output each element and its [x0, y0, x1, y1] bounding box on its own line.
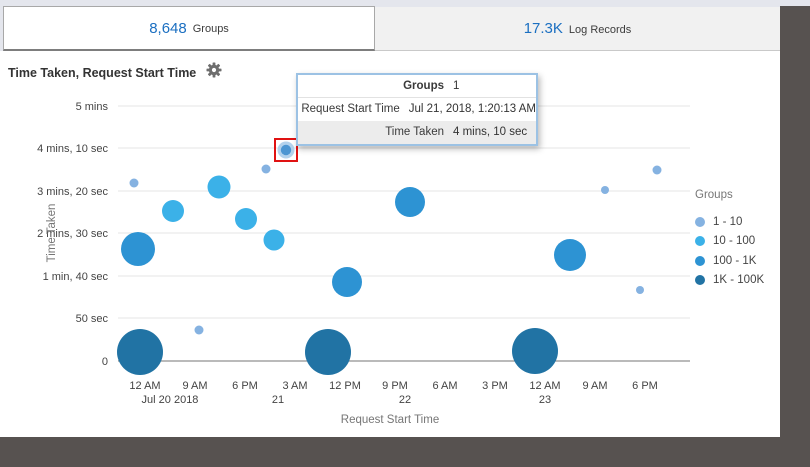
legend-item-label: 1 - 10 — [713, 215, 743, 228]
x-tick-label: 6 AM — [432, 380, 457, 392]
legend-item-label: 10 - 100 — [713, 235, 756, 248]
bubble[interactable] — [636, 286, 644, 294]
y-tick-label: 4 mins, 10 sec — [37, 143, 108, 155]
bubble[interactable] — [395, 187, 425, 217]
x-tick-label: 12 PM — [329, 380, 361, 392]
legend-item-label: 100 - 1K — [713, 254, 757, 267]
y-axis-title: Time Taken — [46, 204, 58, 263]
legend-items: 1 - 10 10 - 100 100 - 1K 1K - 100K — [695, 212, 764, 290]
x-tick-label: 12 AM — [529, 380, 560, 392]
x-day-label: 21 — [272, 394, 284, 406]
legend-item[interactable]: 10 - 100 — [695, 232, 764, 252]
x-tick-label: 9 PM — [382, 380, 408, 392]
groups-count: 8,648 — [149, 19, 187, 37]
legend-dot-icon — [695, 216, 705, 227]
bubble[interactable] — [512, 328, 558, 374]
bubble[interactable] — [305, 329, 351, 375]
bubble[interactable] — [235, 208, 257, 230]
x-tick-label: 3 AM — [282, 380, 307, 392]
x-tick-label: 9 AM — [182, 380, 207, 392]
y-tick-label: 1 min, 40 sec — [43, 271, 109, 283]
tooltip-value: Jul 21, 2018, 1:20:13 AM — [408, 103, 536, 115]
tooltip-row: Time Taken 4 mins, 10 sec — [298, 121, 536, 144]
bubble[interactable] — [554, 239, 586, 271]
legend-item-label: 1K - 100K — [713, 274, 765, 287]
x-axis-title: Request Start Time — [341, 414, 439, 426]
dashboard-window: 8,648 Groups 17.3K Log Records Time Take… — [0, 0, 780, 437]
bubble[interactable] — [117, 329, 163, 375]
tooltip-value: 1 — [453, 80, 460, 92]
tooltip: Groups 1 Request Start Time Jul 21, 2018, 1… — [296, 73, 538, 146]
bubble[interactable] — [121, 232, 155, 266]
legend-item[interactable]: 1 - 10 — [695, 212, 764, 232]
tooltip-label: Time Taken — [385, 126, 444, 138]
legend-dot-icon — [695, 236, 705, 247]
tooltip-label: Request Start Time — [301, 103, 400, 115]
bubble[interactable] — [261, 164, 271, 174]
bubble[interactable] — [129, 178, 139, 188]
legend-item[interactable]: 1K - 100K — [695, 271, 764, 291]
tab-groups[interactable]: 8,648 Groups — [3, 6, 375, 51]
legend-dot-icon — [695, 275, 705, 286]
x-tick-label: 12 AM — [129, 380, 160, 392]
x-day-label: Jul 20 2018 — [142, 394, 199, 406]
bubble-chart: 5 mins 4 mins, 10 sec 3 mins, 20 sec 2 mins… — [37, 101, 690, 426]
x-tick-label: 6 PM — [232, 380, 258, 392]
bubble[interactable] — [194, 325, 204, 335]
y-tick-label: 2 mins, 30 sec — [37, 228, 108, 240]
bubble[interactable] — [207, 175, 231, 199]
y-tick-label: 50 sec — [76, 313, 109, 325]
legend-dot-icon — [695, 255, 705, 266]
bubble[interactable] — [601, 186, 609, 194]
tooltip-value: 4 mins, 10 sec — [453, 126, 528, 138]
bubble[interactable] — [162, 200, 184, 222]
chart-title: Time Taken, Request Start Time — [8, 65, 197, 80]
tab-bar: 8,648 Groups 17.3K Log Records — [0, 0, 780, 51]
x-tick-label: 3 PM — [482, 380, 508, 392]
bubble[interactable] — [652, 165, 662, 175]
gear-icon[interactable] — [206, 62, 222, 83]
x-tick-label: 6 PM — [632, 380, 658, 392]
log-records-tab-label: Log Records — [568, 23, 632, 36]
log-records-count: 17.3K — [523, 20, 563, 37]
tooltip-label: Groups — [403, 80, 444, 92]
chart-legend: Groups 1 - 10 10 - 100 100 - 1K 1K - 100K — [695, 189, 764, 290]
legend-item[interactable]: 100 - 1K — [695, 251, 764, 271]
x-day-label: 22 — [399, 394, 411, 406]
y-tick-label: 0 — [102, 356, 108, 368]
chart-header: Time Taken, Request Start Time — [8, 62, 222, 83]
x-day-label: 23 — [539, 394, 551, 406]
tooltip-row: Request Start Time Jul 21, 2018, 1:20:13 … — [298, 98, 536, 121]
selection-highlight-box — [274, 138, 298, 162]
y-tick-label: 5 mins — [76, 101, 109, 113]
tab-log-records[interactable]: 17.3K Log Records — [375, 7, 780, 51]
tooltip-row: Groups 1 — [298, 75, 536, 98]
x-tick-label: 9 AM — [582, 380, 607, 392]
bubble[interactable] — [332, 267, 362, 297]
bubble[interactable] — [263, 229, 285, 251]
selected-bubble[interactable] — [280, 144, 292, 156]
groups-tab-label: Groups — [192, 23, 229, 35]
y-tick-label: 3 mins, 20 sec — [37, 186, 108, 198]
legend-title: Groups — [695, 189, 733, 201]
